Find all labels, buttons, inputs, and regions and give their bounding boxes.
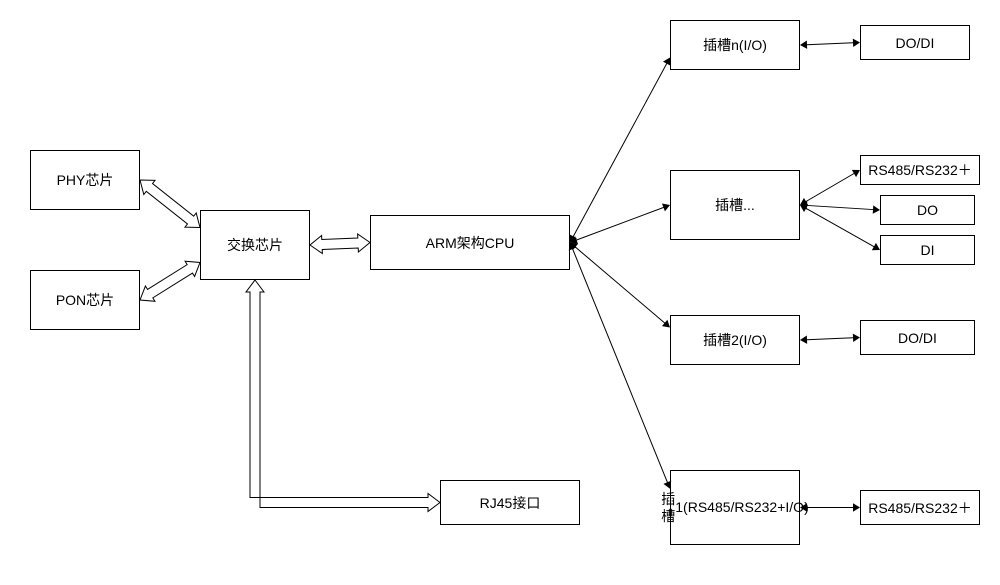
- arrowhead-icon: [853, 39, 860, 47]
- arrowhead-icon: [800, 205, 808, 212]
- node-slot_e: 插槽...: [670, 170, 800, 240]
- node-slot_n: 插槽n(I/O): [670, 20, 800, 70]
- arrowhead-icon: [853, 334, 860, 342]
- node-di_e: DI: [880, 235, 975, 265]
- hollow-arrow: [140, 180, 200, 228]
- node-cpu: ARM架构CPU: [370, 215, 570, 270]
- node-do_e: DO: [880, 195, 975, 225]
- hollow-arrow: [310, 234, 370, 253]
- arrowhead-icon: [570, 234, 577, 242]
- arrowhead-icon: [662, 320, 670, 328]
- node-rs_e: RS485/RS232＋: [860, 155, 980, 185]
- node-switch: 交换芯片: [200, 210, 310, 280]
- arrowhead-icon: [872, 243, 880, 250]
- node-dod_n: DO/DI: [860, 25, 970, 60]
- line-arrow: [801, 338, 859, 340]
- line-arrow: [570, 58, 669, 241]
- node-pon: PON芯片: [30, 270, 140, 330]
- node-rs_1: RS485/RS232＋: [860, 490, 980, 525]
- node-rj45: RJ45接口: [440, 480, 580, 525]
- node-slot_1: 插槽1(RS485/RS232+I/O): [670, 470, 800, 545]
- line-arrow: [571, 205, 669, 242]
- arrowhead-icon: [873, 205, 880, 213]
- line-arrow: [571, 243, 669, 327]
- node-dod_2: DO/DI: [860, 320, 975, 355]
- arrowhead-icon: [800, 41, 807, 49]
- line-arrow: [801, 171, 859, 205]
- arrowhead-icon: [570, 243, 578, 251]
- arrowhead-icon: [800, 336, 807, 344]
- line-arrow: [570, 243, 669, 487]
- arrowhead-icon: [853, 503, 860, 511]
- arrowhead-icon: [852, 170, 860, 177]
- hollow-arrow: [140, 261, 200, 301]
- arrowhead-icon: [662, 204, 670, 212]
- line-arrow: [801, 205, 879, 210]
- arrowhead-icon: [570, 236, 578, 244]
- arrowhead-icon: [800, 198, 808, 205]
- node-phy: PHY芯片: [30, 150, 140, 210]
- arrowhead-icon: [800, 201, 807, 209]
- line-arrow: [801, 43, 859, 45]
- hollow-arrow: [246, 280, 440, 512]
- line-arrow: [801, 205, 879, 249]
- node-slot_2: 插槽2(I/O): [670, 315, 800, 365]
